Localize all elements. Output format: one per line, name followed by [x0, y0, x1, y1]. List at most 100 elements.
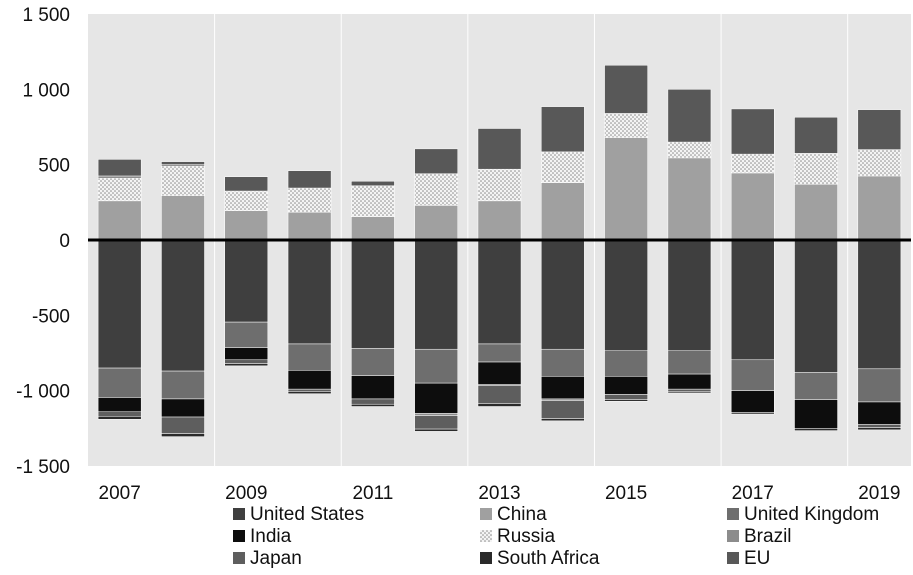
- bar-segment: [161, 195, 205, 241]
- x-tick-label: 2007: [99, 483, 141, 504]
- bar-segment: [224, 190, 269, 211]
- bar-segment: [857, 109, 902, 150]
- bar-segment: [224, 210, 269, 241]
- bar-segment: [477, 200, 522, 241]
- legend-swatch: [233, 552, 245, 564]
- bar-segment: [604, 113, 648, 138]
- bar-segment: [857, 368, 902, 403]
- bar-segment: [667, 157, 712, 241]
- bar-segment: [414, 205, 458, 241]
- y-tick-label: 0: [59, 231, 70, 252]
- bar-segment: [97, 159, 142, 177]
- x-tick-label: 2009: [225, 483, 267, 504]
- x-tick-label: 2011: [352, 483, 393, 504]
- bar-segment: [477, 403, 522, 407]
- bar-segment: [730, 172, 775, 241]
- bar-segment: [667, 388, 712, 392]
- bar-segment: [287, 391, 332, 394]
- x-tick-label: 2019: [858, 483, 900, 504]
- bar-segment: [351, 216, 395, 241]
- bar-segment: [730, 108, 775, 155]
- bar-segment: [857, 424, 902, 428]
- bar-segment: [414, 239, 458, 350]
- y-tick-label: -1 000: [16, 382, 70, 403]
- bar-segment: [477, 128, 522, 170]
- bar-segment: [351, 348, 395, 376]
- bar-segment: [477, 168, 522, 202]
- bar-segment: [97, 411, 142, 417]
- bar-segment: [477, 343, 522, 363]
- legend-swatch: [480, 552, 492, 564]
- bar-segment: [541, 348, 585, 377]
- bar-segment: [477, 239, 522, 345]
- legend-label: China: [497, 504, 547, 525]
- bar-segment: [351, 398, 395, 405]
- bar-segment: [730, 153, 775, 174]
- bar-segment: [414, 413, 458, 416]
- bar-segment: [857, 149, 902, 177]
- bar-segment: [541, 239, 585, 350]
- bar-segment: [730, 359, 775, 391]
- y-tick-label: 1 000: [22, 80, 70, 101]
- bar-segment: [161, 433, 205, 437]
- bar-segment: [224, 363, 269, 367]
- bar-segment: [794, 399, 838, 429]
- bar-segment: [794, 428, 838, 431]
- bar-segment: [541, 400, 585, 419]
- bar-segment: [97, 177, 142, 202]
- bar-segment: [667, 239, 712, 351]
- bar-segment: [414, 173, 458, 206]
- bar-segment: [604, 376, 648, 395]
- legend-swatch: [480, 508, 492, 520]
- bar-segment: [794, 116, 838, 154]
- bar-segment: [287, 239, 332, 345]
- legend-label: Brazil: [744, 526, 792, 547]
- y-axis-ticks: 1 500 1 000 500 0 -500 -1 000 -1 500: [16, 5, 70, 478]
- bar-segment: [351, 180, 395, 187]
- bar-segment: [414, 382, 458, 414]
- bar-segment: [857, 175, 902, 241]
- bar-segment: [414, 348, 458, 384]
- x-tick-label: 2015: [605, 483, 647, 504]
- bar-segment: [541, 182, 585, 241]
- bar-segment: [730, 412, 775, 415]
- bar-segment: [477, 385, 522, 404]
- bar-segment: [97, 416, 142, 420]
- bar-segment: [224, 239, 269, 323]
- bar-segment: [604, 350, 648, 377]
- bar-segment: [224, 347, 269, 361]
- bar-segment: [351, 403, 395, 407]
- x-axis-ticks: 2007 2009 2011 2013 2015 2017 2019: [99, 483, 901, 504]
- bar-segment: [224, 176, 269, 192]
- y-tick-label: -500: [32, 306, 70, 327]
- x-tick-label: 2017: [732, 483, 774, 504]
- bar-segment: [604, 399, 648, 402]
- bar-segment: [287, 170, 332, 189]
- bar-segment: [667, 391, 712, 394]
- legend-label: India: [250, 526, 292, 547]
- bar-segment: [857, 239, 902, 370]
- legend-swatch: [233, 508, 245, 520]
- legend-swatch: [727, 530, 739, 542]
- bar-segment: [604, 137, 648, 241]
- bar-segment: [667, 89, 712, 143]
- bar-segment: [414, 148, 458, 174]
- bar-segment: [161, 165, 205, 196]
- bar-segment: [667, 350, 712, 375]
- bar-segment: [604, 394, 648, 400]
- bar-segment: [477, 361, 522, 385]
- legend-swatch: [480, 530, 492, 542]
- bar-segment: [161, 416, 205, 434]
- bar-segment: [287, 211, 332, 241]
- bar-segment: [224, 321, 269, 348]
- bar-segment: [161, 398, 205, 418]
- bar-segment: [287, 370, 332, 390]
- bar-segment: [97, 239, 142, 369]
- legend-label: South Africa: [497, 548, 600, 569]
- bar-segment: [667, 141, 712, 159]
- bar-segment: [794, 153, 838, 185]
- legend-label: EU: [744, 548, 770, 569]
- bar-segment: [541, 151, 585, 183]
- legend-swatch: [233, 530, 245, 542]
